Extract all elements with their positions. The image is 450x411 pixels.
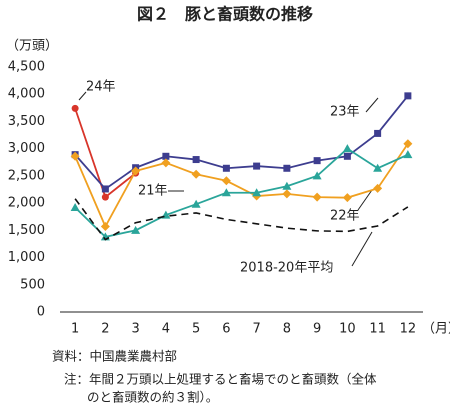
series-line (74, 147, 409, 238)
point (221, 176, 231, 186)
point (221, 188, 231, 197)
leader-line (351, 231, 373, 267)
x-tick-label: 5 (192, 322, 200, 337)
series-line (74, 143, 409, 229)
x-tick-label: 4 (162, 322, 170, 337)
point (101, 193, 109, 201)
note: 注：年間２万頭以上処理すると畜場でのと畜頭数（全体 (64, 372, 377, 387)
y-tick-label: 2,000 (8, 196, 45, 211)
point (342, 144, 352, 153)
point (343, 152, 351, 160)
source: 資料：中国農業農村部 (52, 349, 177, 364)
point (131, 166, 141, 176)
point (162, 152, 170, 160)
leader-line (78, 91, 87, 101)
x-tick-label: 7 (252, 322, 260, 337)
y-tick-label: 3,500 (8, 114, 45, 129)
point (161, 158, 171, 168)
y-tick-label: 4,500 (8, 60, 45, 75)
series-label: 2018-20年平均 (240, 261, 333, 276)
y-tick-label: 3,000 (8, 141, 45, 156)
point (252, 188, 262, 197)
point (283, 164, 291, 172)
point (222, 164, 230, 172)
leader-line (365, 97, 379, 113)
leader-line (357, 189, 373, 211)
chart-title: 図２ 豚と畜頭数の推移 (137, 5, 313, 24)
series-label: 23年 (330, 105, 360, 120)
point (70, 202, 80, 211)
x-tick-label: 3 (131, 322, 139, 337)
y-tick-label: 500 (20, 277, 45, 292)
point (312, 192, 322, 202)
y-tick-label: 1,000 (8, 250, 45, 265)
point (70, 151, 80, 161)
point (403, 150, 413, 159)
y-tick-label: 0 (37, 305, 45, 320)
x-tick-label: 12 (400, 322, 417, 337)
point (101, 185, 109, 193)
point (191, 169, 201, 179)
point (71, 104, 79, 112)
point (312, 171, 322, 180)
x-axis-label: （月） (422, 322, 450, 337)
x-tick-label: 8 (283, 322, 291, 337)
x-tick-label: 11 (369, 322, 386, 337)
point (100, 222, 110, 232)
x-tick-label: 1 (71, 322, 79, 337)
x-tick-label: 9 (313, 322, 321, 337)
point (342, 193, 352, 203)
x-tick-label: 10 (339, 322, 356, 337)
x-tick-label: 2 (101, 322, 109, 337)
point (403, 139, 413, 149)
point (282, 181, 292, 190)
y-tick-label: 4,000 (8, 87, 45, 102)
point (282, 189, 292, 199)
series-line (74, 108, 137, 199)
y-tick-label: 1,500 (8, 223, 45, 238)
point (253, 162, 261, 170)
point (373, 183, 383, 193)
point (313, 157, 321, 165)
point (374, 129, 382, 137)
point (373, 163, 383, 172)
series-label: 21年 (138, 184, 168, 199)
y-tick-label: 2,500 (8, 168, 45, 183)
point (131, 225, 141, 234)
point (192, 156, 200, 164)
point (404, 92, 412, 100)
series-label: 22年 (330, 209, 360, 224)
series-line (74, 198, 409, 241)
point (191, 199, 201, 208)
y-axis-label: （万頭） (6, 39, 58, 54)
series-label: 24年 (86, 80, 116, 95)
note: のと畜頭数の約３割）。 (87, 390, 218, 405)
x-tick-label: 6 (222, 322, 230, 337)
